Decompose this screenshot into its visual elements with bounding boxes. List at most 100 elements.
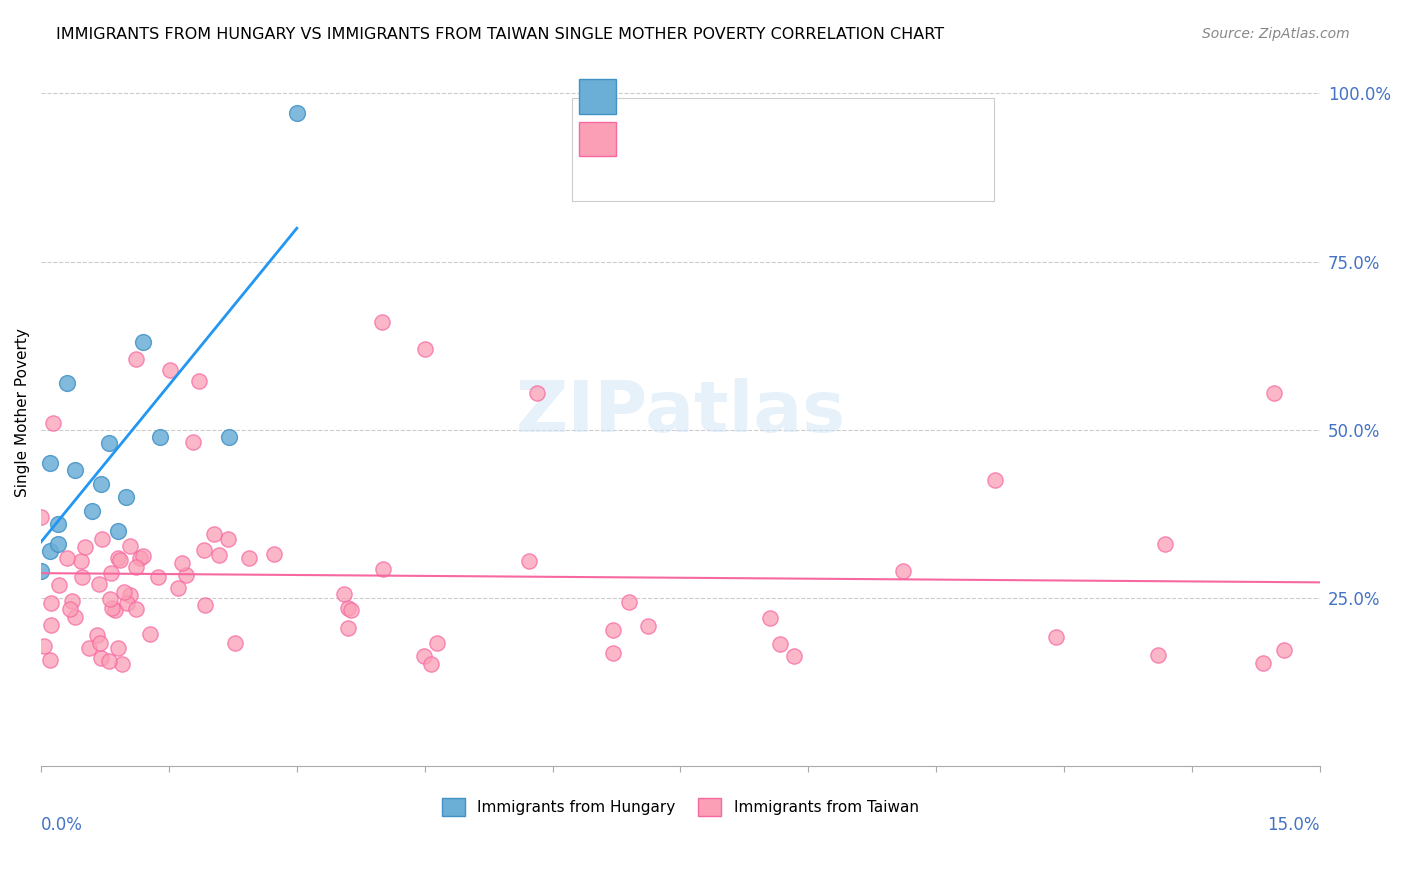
Point [1263, 386, 1285, 401]
Point [337, 621, 360, 635]
FancyBboxPatch shape [579, 122, 616, 156]
Point [118, 539, 141, 553]
Text: 0.0%: 0.0% [41, 816, 83, 834]
Point [373, 562, 395, 576]
Point [139, 627, 162, 641]
Point [125, 601, 148, 615]
Point [517, 554, 540, 568]
Point [188, 374, 211, 388]
Point [759, 611, 782, 625]
Text: R = 0.039    N = 79: R = 0.039 N = 79 [598, 152, 773, 169]
Point [129, 551, 152, 566]
Point [30, 509, 52, 524]
Point [91, 532, 114, 546]
Point [30, 564, 52, 578]
FancyBboxPatch shape [572, 98, 994, 201]
Point [984, 474, 1007, 488]
Point [149, 429, 172, 443]
Point [333, 587, 356, 601]
Point [125, 352, 148, 367]
Point [42, 417, 65, 431]
Point [90, 651, 112, 665]
Point [637, 618, 659, 632]
Point [63, 610, 86, 624]
Point [38, 653, 60, 667]
Point [72, 569, 94, 583]
Point [783, 649, 806, 664]
Point [769, 637, 792, 651]
Point [167, 581, 190, 595]
Point [1253, 656, 1275, 670]
Point [159, 363, 181, 377]
Y-axis label: Single Mother Poverty: Single Mother Poverty [15, 328, 30, 498]
Point [336, 600, 359, 615]
Text: Source: ZipAtlas.com: Source: ZipAtlas.com [1202, 27, 1350, 41]
Point [148, 570, 170, 584]
Point [73, 541, 96, 555]
Point [107, 524, 129, 538]
Point [218, 429, 240, 443]
Point [132, 335, 155, 350]
Point [172, 556, 194, 570]
Point [39, 596, 62, 610]
Point [263, 547, 285, 561]
Point [132, 549, 155, 563]
Point [107, 640, 129, 655]
Point [60, 594, 83, 608]
Point [39, 618, 62, 632]
Point [86, 628, 108, 642]
Point [1146, 648, 1168, 663]
Point [98, 591, 121, 606]
Point [193, 543, 215, 558]
Point [46, 537, 69, 551]
Point [55, 376, 77, 390]
Text: ZIPatlas: ZIPatlas [516, 378, 845, 448]
Point [82, 503, 104, 517]
Point [413, 648, 436, 663]
Point [115, 490, 138, 504]
Point [118, 588, 141, 602]
Point [89, 576, 111, 591]
Point [108, 553, 131, 567]
Point [617, 595, 640, 609]
Point [111, 657, 134, 672]
Point [202, 527, 225, 541]
Point [63, 463, 86, 477]
Point [224, 636, 246, 650]
Point [340, 603, 363, 617]
Point [100, 566, 122, 580]
Text: 15.0%: 15.0% [1267, 816, 1320, 834]
Point [101, 601, 124, 615]
Point [89, 635, 111, 649]
Point [38, 457, 60, 471]
Point [48, 577, 70, 591]
Point [413, 342, 436, 356]
Point [59, 601, 82, 615]
Point [98, 654, 121, 668]
Point [891, 564, 914, 578]
Point [90, 476, 112, 491]
FancyBboxPatch shape [579, 79, 616, 114]
Point [238, 550, 260, 565]
Point [526, 386, 548, 401]
Point [38, 544, 60, 558]
Point [70, 553, 93, 567]
Point [426, 636, 449, 650]
Point [112, 585, 135, 599]
Point [371, 315, 394, 329]
Point [79, 641, 101, 656]
Text: IMMIGRANTS FROM HUNGARY VS IMMIGRANTS FROM TAIWAN SINGLE MOTHER POVERTY CORRELAT: IMMIGRANTS FROM HUNGARY VS IMMIGRANTS FR… [56, 27, 945, 42]
Point [419, 657, 441, 671]
Point [117, 596, 139, 610]
Text: R = 0.750    N = 16: R = 0.750 N = 16 [598, 109, 773, 127]
Legend: Immigrants from Hungary, Immigrants from Taiwan: Immigrants from Hungary, Immigrants from… [436, 791, 925, 822]
Point [285, 106, 308, 120]
Point [217, 532, 239, 546]
Point [207, 548, 229, 562]
Point [602, 623, 624, 637]
Point [1272, 643, 1295, 657]
Point [55, 551, 77, 566]
Point [1153, 536, 1175, 550]
Point [125, 560, 148, 574]
Point [176, 567, 198, 582]
